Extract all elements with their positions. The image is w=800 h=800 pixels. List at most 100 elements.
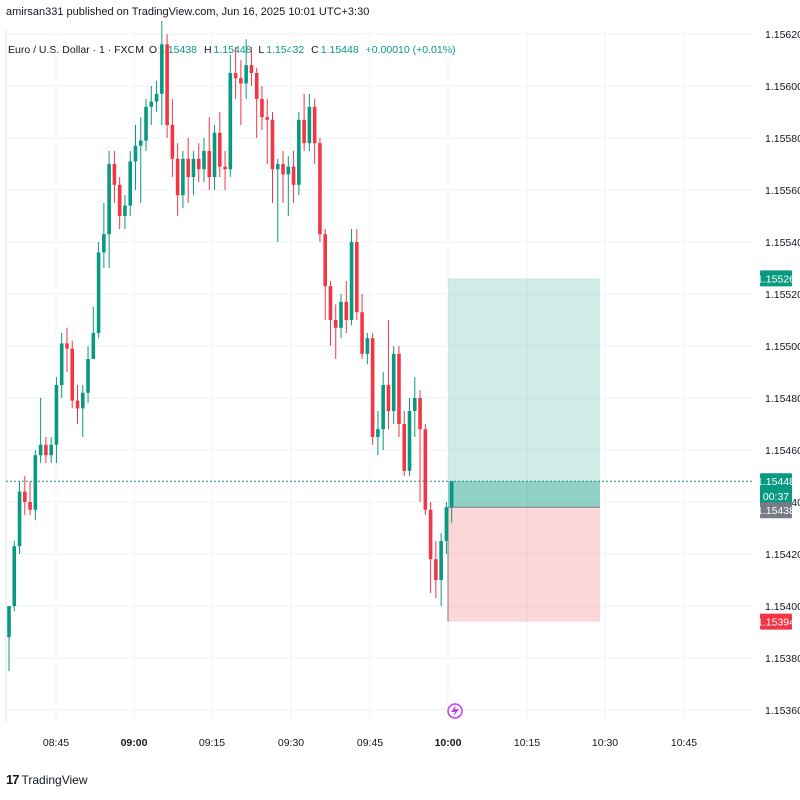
candle-body [80,392,85,409]
close-value: 1.15448 [320,44,359,56]
change-value: +0.00010 (+0.01%) [365,44,456,56]
candle-body [218,132,222,167]
time-tick-label: 08:45 [43,737,69,749]
candle-body [412,398,417,411]
candle-body [333,320,338,328]
candle-body [270,119,275,170]
candle-body [86,359,90,393]
candle-body [228,73,233,170]
lightning-event-icon[interactable] [447,703,463,719]
price-tick-label: 1.15540 [765,237,800,249]
candle-body [144,106,148,141]
candle-body [434,559,438,580]
candle-body [397,353,401,424]
price-tick-label: 1.15620 [765,29,800,41]
time-axis[interactable]: 08:45 09:00 09:15 09:30 09:45 10:00 10:15 10:30… [43,737,697,749]
open-price-tag: 1.15438 [757,502,795,519]
published-info: amirsan331 published on TradingView.com,… [6,6,370,18]
candle-body [117,184,122,216]
candle-body [418,398,422,430]
svg-text:1.15438: 1.15438 [757,505,795,517]
candle-body [223,166,227,170]
candle-body [102,234,106,253]
candle-body [349,242,354,320]
open-label: O [148,44,158,56]
candle-body [376,429,380,437]
tradingview-logo-text: TradingView [21,772,88,787]
price-tick-label: 1.15560 [765,185,800,197]
candle-body [202,151,206,170]
candle-body [297,119,301,185]
candle-body [207,151,212,177]
candle-body [175,158,180,196]
candle-body [307,106,312,144]
candles [7,21,454,671]
candle-body [254,73,259,99]
candle-body [44,444,48,456]
candle-body [407,411,412,471]
price-tick-label: 1.15420 [765,549,800,561]
candle-body [344,301,349,320]
candle-body [355,242,359,313]
candle-body [328,286,333,320]
price-tick-label: 1.15360 [765,705,800,717]
candle-body [444,507,449,541]
time-tick-label: 10:45 [671,737,697,749]
candle-body [265,117,270,120]
high-label: H [203,44,212,56]
grid [5,30,752,722]
symbol-name[interactable]: Euro / U.S. Dollar · 1 · FXCM [8,44,144,56]
time-tick-label: 10:30 [592,737,618,749]
price-tick-label: 1.15520 [765,289,800,301]
candle-body [23,491,27,502]
symbol-legend[interactable]: Euro / U.S. Dollar · 1 · FXCM O 1.15438 H… [8,44,460,56]
candle-body [370,338,375,437]
candle-body [160,44,164,94]
svg-text:1.15394: 1.15394 [757,617,795,629]
candle-body [154,93,159,102]
candle-body [381,385,385,430]
markers[interactable] [447,703,463,719]
candle-body [275,164,280,170]
candle-body [170,125,175,159]
price-tick-label: 1.15380 [765,653,800,665]
candle-body [49,444,53,456]
price-tick-label: 1.15500 [765,341,800,353]
candle-body [70,348,75,401]
candle-body [449,481,454,508]
candle-body [244,65,248,84]
candle-body [365,338,370,354]
stop-zone[interactable] [448,507,600,622]
candle-body [149,101,154,107]
time-tick-label: 10:00 [435,737,462,749]
candle-body [339,301,343,328]
candle-body [33,455,38,510]
candle-body [439,541,443,580]
candle-body [428,509,433,560]
candle-body [233,73,238,79]
candle-body [12,546,17,606]
candle-body [239,78,243,84]
candle-body [423,429,428,510]
candle-body [386,385,391,411]
candle-body [54,385,59,445]
stop-price-tag: 1.15394 [757,613,795,630]
price-tick-label: 1.15460 [765,445,800,457]
candle-body [402,424,407,471]
target-zone[interactable] [448,278,600,508]
candle-body [302,119,306,144]
candle-body [212,132,217,177]
candle-body [112,164,117,185]
candle-body [138,140,143,146]
position-zones[interactable] [6,278,752,622]
candle-body [186,158,190,177]
time-tick-label: 09:45 [357,737,383,749]
candle-body [291,166,296,185]
candle-body [196,158,201,170]
candle-body [260,99,264,118]
candle-body [312,106,317,144]
candle-body [165,44,169,125]
candle-body [360,312,364,354]
candle-body [286,166,291,175]
